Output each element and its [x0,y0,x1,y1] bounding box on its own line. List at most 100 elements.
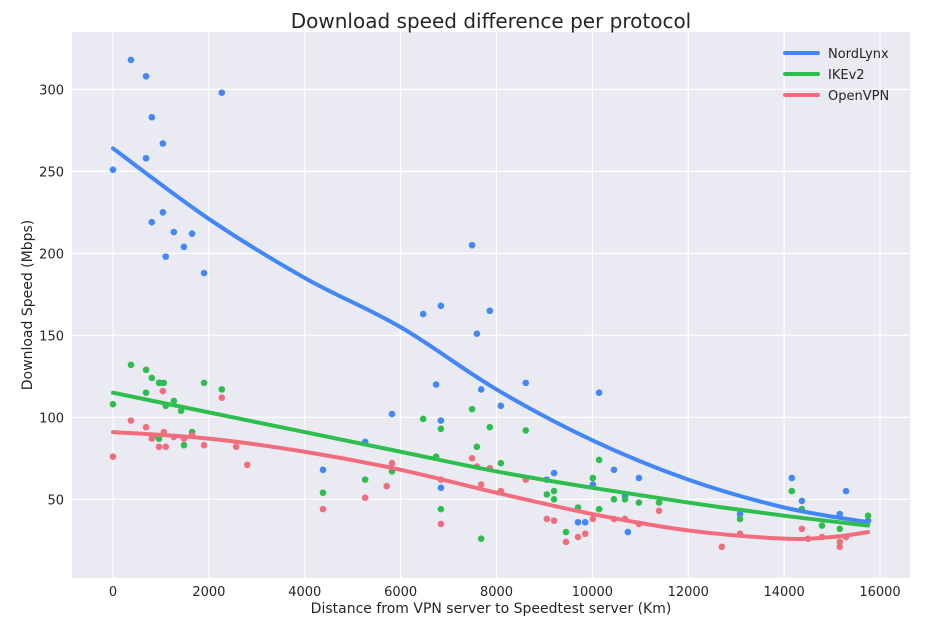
y-tick-label: 250 [39,165,64,180]
nordlynx-point [159,140,167,147]
openvpn-point [232,443,240,451]
x-tick-label: 12000 [668,585,709,600]
openvpn-point [581,530,589,538]
nordlynx-point [798,497,806,505]
nordlynx-point [142,72,150,80]
nordlynx-point [388,410,396,418]
nordlynx-point [497,402,505,410]
openvpn-point [148,435,156,442]
nordlynx-point [188,230,196,237]
nordlynx-point [162,253,170,260]
y-tick-label: 100 [39,411,64,426]
openvpn-point [243,461,251,469]
nordlynx-point [842,487,850,495]
ikev2-point [562,528,570,536]
openvpn-legend-label: OpenVPN [828,89,889,104]
openvpn-point [836,543,844,551]
nordlynx-point [788,474,796,482]
x-tick-label: 8000 [480,585,513,600]
nordlynx-point [148,113,156,121]
nordlynx-point [432,381,440,388]
ikev2-point [864,512,872,519]
nordlynx-point [595,389,603,397]
openvpn-point [319,505,327,513]
y-tick-label: 50 [47,493,64,508]
y-axis-ticks: 50 100 150 200 250 300 [39,83,64,508]
ikev2-point [818,522,826,529]
openvpn-point [155,443,163,451]
ikev2-trend-line [110,390,871,528]
y-axis-label: Download Speed (Mbps) [20,220,36,390]
data-points [109,56,872,551]
x-axis-ticks: 0 2000 4000 6000 8000 10000 12000 14000 16000 [109,585,901,600]
openvpn-point [218,394,226,401]
openvpn-point [589,515,597,523]
nordlynx-point [437,417,445,424]
openvpn-point [127,417,135,424]
ikev2-point [109,400,117,408]
nordlynx-point [170,228,178,236]
nordlynx-point [142,154,150,162]
nordlynx-point [486,307,494,315]
nordlynx-point [180,243,188,251]
ikev2-point [148,374,156,382]
nordlynx-point [218,89,226,96]
y-tick-label: 150 [39,329,64,344]
nordlynx-point [624,528,632,536]
ikev2-point [419,415,427,423]
nordlynx-point [419,310,427,318]
x-axis-label: Distance from VPN server to Speedtest se… [311,601,672,617]
ikev2-point [486,423,494,431]
ikev2-point [142,389,150,397]
openvpn-point [162,443,170,451]
openvpn-point [200,441,208,449]
ikev2-point [160,379,168,387]
nordlynx-point [127,56,135,64]
nordlynx-point [473,330,481,337]
nordlynx-point [148,218,156,226]
ikev2-point [550,495,558,503]
nordlynx-point [477,386,485,393]
x-tick-label: 6000 [384,585,417,600]
openvpn-point [361,494,369,501]
nordlynx-point [635,474,643,482]
ikev2-point [497,459,505,467]
ikev2-point [170,397,178,405]
nordlynx-point [522,379,530,387]
openvpn-point [718,543,726,551]
openvpn-trend-line [110,430,871,542]
ikev2-point [155,435,163,442]
x-tick-label: 10000 [572,585,613,600]
ikev2-point [155,379,163,387]
ikev2-point [473,443,481,451]
openvpn-point [383,482,391,490]
openvpn-point [562,538,570,546]
ikev2-legend-label: IKEv2 [828,68,865,83]
ikev2-point [595,456,603,464]
nordlynx-legend-label: NordLynx [828,47,889,62]
ikev2-point [655,499,663,506]
nordlynx-point [437,484,445,492]
grid [72,32,910,578]
openvpn-point [388,459,396,467]
openvpn-point [543,515,551,523]
x-tick-label: 14000 [763,585,804,600]
nordlynx-point [437,302,445,310]
y-tick-label: 300 [39,83,64,98]
x-tick-label: 0 [109,585,117,600]
openvpn-point [550,517,558,524]
nordlynx-point [109,166,117,174]
ikev2-point [361,476,369,483]
ikev2-point [319,489,327,497]
ikev2-point [736,515,744,523]
chart-title: Download speed difference per protocol [291,9,691,33]
ikev2-point [477,535,485,542]
nordlynx-point [550,469,558,477]
ikev2-point [437,425,445,433]
nordlynx-point [581,518,589,526]
y-tick-label: 200 [39,247,64,262]
nordlynx-point [468,241,476,249]
ikev2-point [550,487,558,495]
openvpn-point [109,453,117,460]
